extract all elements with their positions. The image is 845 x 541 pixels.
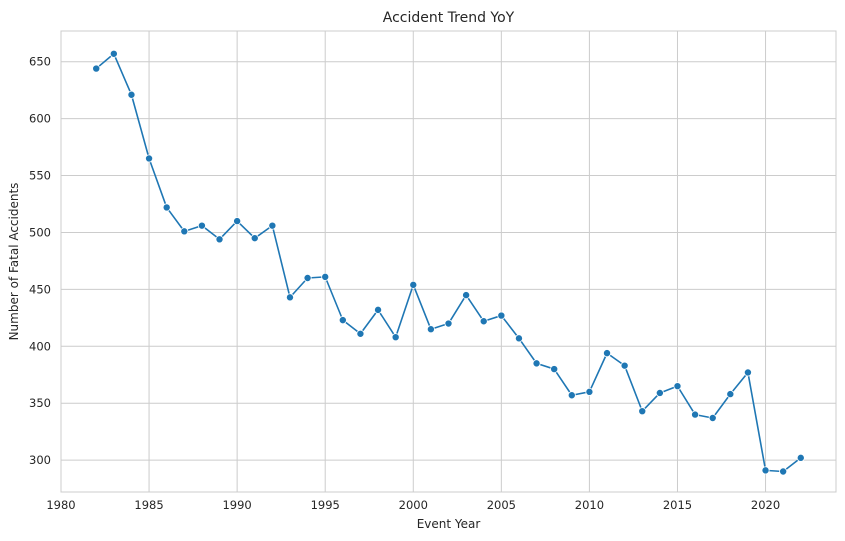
data-point xyxy=(743,368,752,377)
x-tick-label: 1980 xyxy=(46,498,75,512)
data-point xyxy=(726,390,735,399)
data-point xyxy=(462,291,471,300)
x-tick-label: 2020 xyxy=(751,498,780,512)
x-tick-label: 1985 xyxy=(134,498,163,512)
y-tick-label: 550 xyxy=(29,169,51,183)
data-point xyxy=(567,391,576,400)
data-point xyxy=(708,414,717,423)
data-point xyxy=(303,274,312,283)
data-point xyxy=(233,217,242,226)
y-tick-labels: 300 350 400 450 500 550 600 650 xyxy=(29,55,51,467)
data-point xyxy=(268,221,277,230)
y-axis-label: Number of Fatal Accidents xyxy=(7,183,21,341)
data-point xyxy=(162,203,171,212)
x-tick-label: 2005 xyxy=(487,498,516,512)
y-tick-label: 500 xyxy=(29,225,51,239)
data-point xyxy=(620,361,629,370)
data-point xyxy=(338,316,347,325)
data-point xyxy=(514,334,523,343)
y-tick-label: 450 xyxy=(29,282,51,296)
series-line-layer xyxy=(95,52,802,473)
x-tick-labels: 1980 1985 1990 1995 2000 2005 2010 2015 2020 xyxy=(46,498,780,512)
data-point xyxy=(127,90,136,99)
x-tick-label: 2015 xyxy=(663,498,692,512)
data-point xyxy=(638,407,647,416)
data-point xyxy=(585,387,594,396)
data-point xyxy=(374,305,383,314)
data-point xyxy=(109,49,118,58)
data-point xyxy=(444,319,453,328)
data-point xyxy=(285,293,294,302)
plot-area xyxy=(60,30,837,493)
x-tick-label: 2010 xyxy=(575,498,604,512)
data-point xyxy=(180,227,189,236)
data-point xyxy=(497,311,506,320)
data-point xyxy=(603,349,612,358)
data-point xyxy=(691,410,700,419)
data-points xyxy=(92,49,805,476)
y-tick-label: 400 xyxy=(29,339,51,353)
data-point xyxy=(391,333,400,342)
x-tick-label: 1995 xyxy=(311,498,340,512)
y-tick-label: 300 xyxy=(29,453,51,467)
data-point xyxy=(409,280,418,289)
data-point xyxy=(426,325,435,334)
data-point xyxy=(145,154,154,163)
y-tick-label: 600 xyxy=(29,112,51,126)
data-point xyxy=(655,388,664,397)
data-point xyxy=(796,453,805,462)
y-tick-label: 650 xyxy=(29,55,51,69)
data-point xyxy=(92,64,101,73)
data-point xyxy=(761,466,770,475)
y-tick-label: 350 xyxy=(29,396,51,410)
chart-title: Accident Trend YoY xyxy=(383,10,515,26)
x-tick-label: 2000 xyxy=(399,498,428,512)
data-point xyxy=(479,317,488,326)
data-point xyxy=(250,234,259,243)
series-line xyxy=(95,52,802,473)
data-point xyxy=(673,382,682,391)
data-point xyxy=(356,329,365,338)
grid xyxy=(60,31,836,492)
x-tick-label: 1990 xyxy=(222,498,251,512)
data-point xyxy=(197,221,206,230)
x-axis-label: Event Year xyxy=(417,517,481,531)
data-point xyxy=(550,365,559,374)
data-point xyxy=(532,359,541,368)
data-point xyxy=(321,272,330,281)
data-point xyxy=(779,467,788,476)
data-point xyxy=(215,235,224,244)
